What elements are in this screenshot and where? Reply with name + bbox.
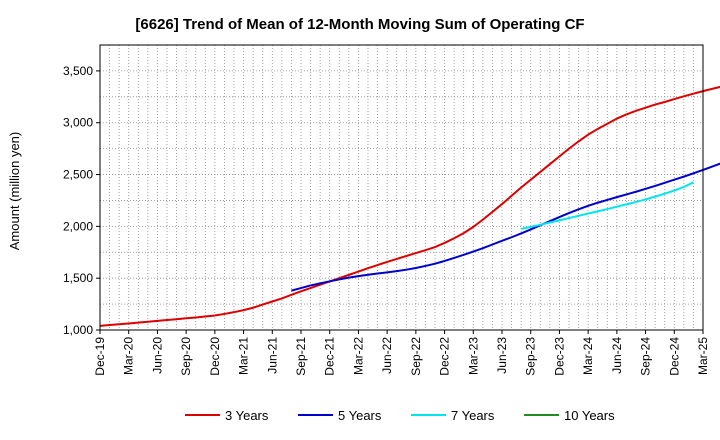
x-tick-label: Dec-20 — [208, 337, 222, 376]
grid — [100, 45, 703, 330]
y-tick-label: 2,000 — [63, 219, 93, 233]
legend-label: 3 Years — [225, 408, 269, 423]
plot-area-border — [99, 44, 704, 331]
series-line-2 — [291, 162, 720, 292]
legend-label: 10 Years — [564, 408, 615, 423]
chart-title: [6626] Trend of Mean of 12-Month Moving … — [135, 16, 584, 33]
x-tick-label: Sep-23 — [524, 337, 538, 376]
x-tick-label: Dec-21 — [323, 337, 337, 376]
x-tick-label: Dec-24 — [667, 337, 681, 376]
x-tick-label: Dec-22 — [438, 337, 452, 376]
legend: 3 Years 5 Years 7 Years 10 Years — [185, 408, 615, 423]
x-tick-label: Jun-23 — [495, 337, 509, 374]
x-tick-label: Mar-25 — [696, 337, 710, 375]
x-tick-label: Jun-24 — [610, 337, 624, 374]
x-tick-label: Sep-20 — [179, 337, 193, 376]
x-tick-label: Mar-20 — [122, 337, 136, 375]
y-tick-label: 2,500 — [63, 168, 93, 182]
x-tick-label: Dec-19 — [93, 337, 107, 376]
x-tick-label: Sep-21 — [294, 337, 308, 376]
x-tick-label: Jun-21 — [265, 337, 279, 374]
x-tick-label: Mar-21 — [237, 337, 251, 375]
x-tick-label: Mar-23 — [466, 337, 480, 375]
legend-label: 7 Years — [451, 408, 495, 423]
x-tick-label: Mar-24 — [581, 337, 595, 375]
x-tick-label: Jun-22 — [380, 337, 394, 374]
y-tick-label: 1,000 — [63, 323, 93, 337]
x-tick-label: Sep-22 — [409, 337, 423, 376]
legend-label: 5 Years — [338, 408, 382, 423]
x-tick-label: Dec-23 — [552, 337, 566, 376]
x-tick-label: Mar-22 — [351, 337, 365, 375]
y-axis-label: Amount (million yen) — [7, 132, 22, 251]
x-axis-ticks: Dec-19 Mar-20 Jun-20 Sep-20 Dec-20 Mar-21 Jun-… — [93, 330, 710, 376]
series-lines — [99, 85, 720, 327]
y-axis-ticks: 1,000 1,500 2,000 2,500 3,000 3,500 — [63, 64, 100, 337]
y-tick-label: 1,500 — [63, 271, 93, 285]
x-tick-label: Sep-24 — [639, 337, 653, 376]
y-tick-label: 3,000 — [63, 116, 93, 130]
x-tick-label: Jun-20 — [150, 337, 164, 374]
y-tick-label: 3,500 — [63, 64, 93, 78]
series-line-3 — [520, 181, 694, 230]
series-line-1 — [99, 85, 720, 327]
